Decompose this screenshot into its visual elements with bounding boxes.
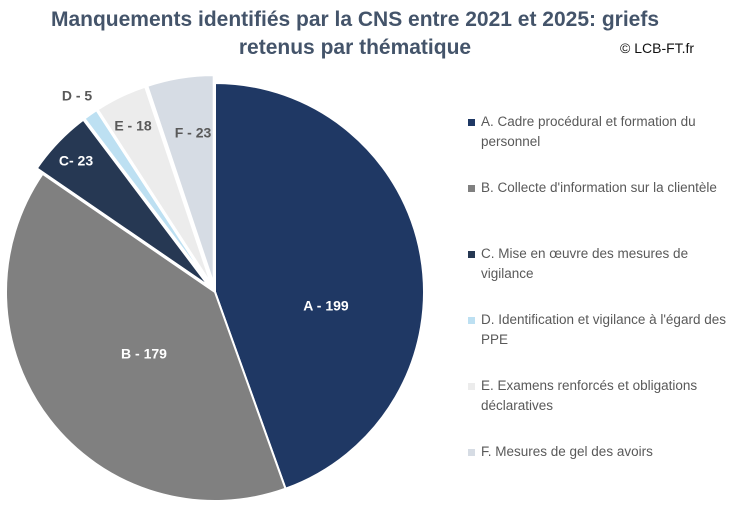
legend-item-f: F. Mesures de gel des avoirs — [468, 442, 738, 508]
pie-slice-f — [146, 74, 215, 285]
legend-swatch-f — [468, 449, 475, 456]
pie-slice-a — [214, 81, 425, 491]
chart-title: Manquements identifiés par la CNS entre … — [30, 6, 680, 62]
legend-swatch-e — [468, 383, 475, 390]
slice-label-f: F - 23 — [175, 125, 212, 141]
slice-label-a: A - 199 — [303, 298, 349, 314]
legend-item-a: A. Cadre procédural et formation du pers… — [468, 112, 738, 178]
legend-swatch-c — [468, 251, 475, 258]
slice-label-b: B - 179 — [121, 346, 167, 362]
legend-swatch-d — [468, 317, 475, 324]
legend-swatch-a — [468, 119, 475, 126]
pie-slice-d — [83, 108, 212, 287]
pie-slice-e — [96, 85, 213, 286]
legend-label-f: F. Mesures de gel des avoirs — [481, 444, 653, 459]
slice-label-e: E - 18 — [114, 118, 152, 134]
legend-label-b: B. Collecte d'information sur la clientè… — [481, 180, 717, 195]
slice-label-d: D - 5 — [62, 88, 93, 104]
legend-label-c: C. Mise en œuvre des mesures de vigilanc… — [481, 246, 689, 281]
legend-item-b: B. Collecte d'information sur la clientè… — [468, 178, 738, 244]
legend-item-c: C. Mise en œuvre des mesures de vigilanc… — [468, 244, 738, 310]
legend-swatch-b — [468, 185, 475, 192]
chart-title-line-2: retenus par thématique — [238, 36, 472, 59]
pie-slice-c — [35, 118, 211, 288]
legend-label-e: E. Examens renforcés et obligations décl… — [481, 378, 698, 413]
credit-text: © LCB-FT.fr — [620, 40, 695, 56]
legend: A. Cadre procédural et formation du pers… — [468, 112, 738, 508]
slice-label-c: C- 23 — [59, 153, 93, 169]
legend-item-d: D. Identification et vigilance à l'égard… — [468, 310, 738, 376]
chart-title-line-1: Manquements identifiés par la CNS entre … — [50, 8, 660, 31]
legend-label-a: A. Cadre procédural et formation du pers… — [481, 114, 696, 149]
pie-chart: A - 199 B - 179 C- 23 D - 5 E - 18 F - 23 — [5, 74, 425, 502]
legend-label-d: D. Identification et vigilance à l'égard… — [481, 312, 726, 347]
pie-slice-b — [5, 172, 287, 502]
legend-item-e: E. Examens renforcés et obligations décl… — [468, 376, 738, 442]
